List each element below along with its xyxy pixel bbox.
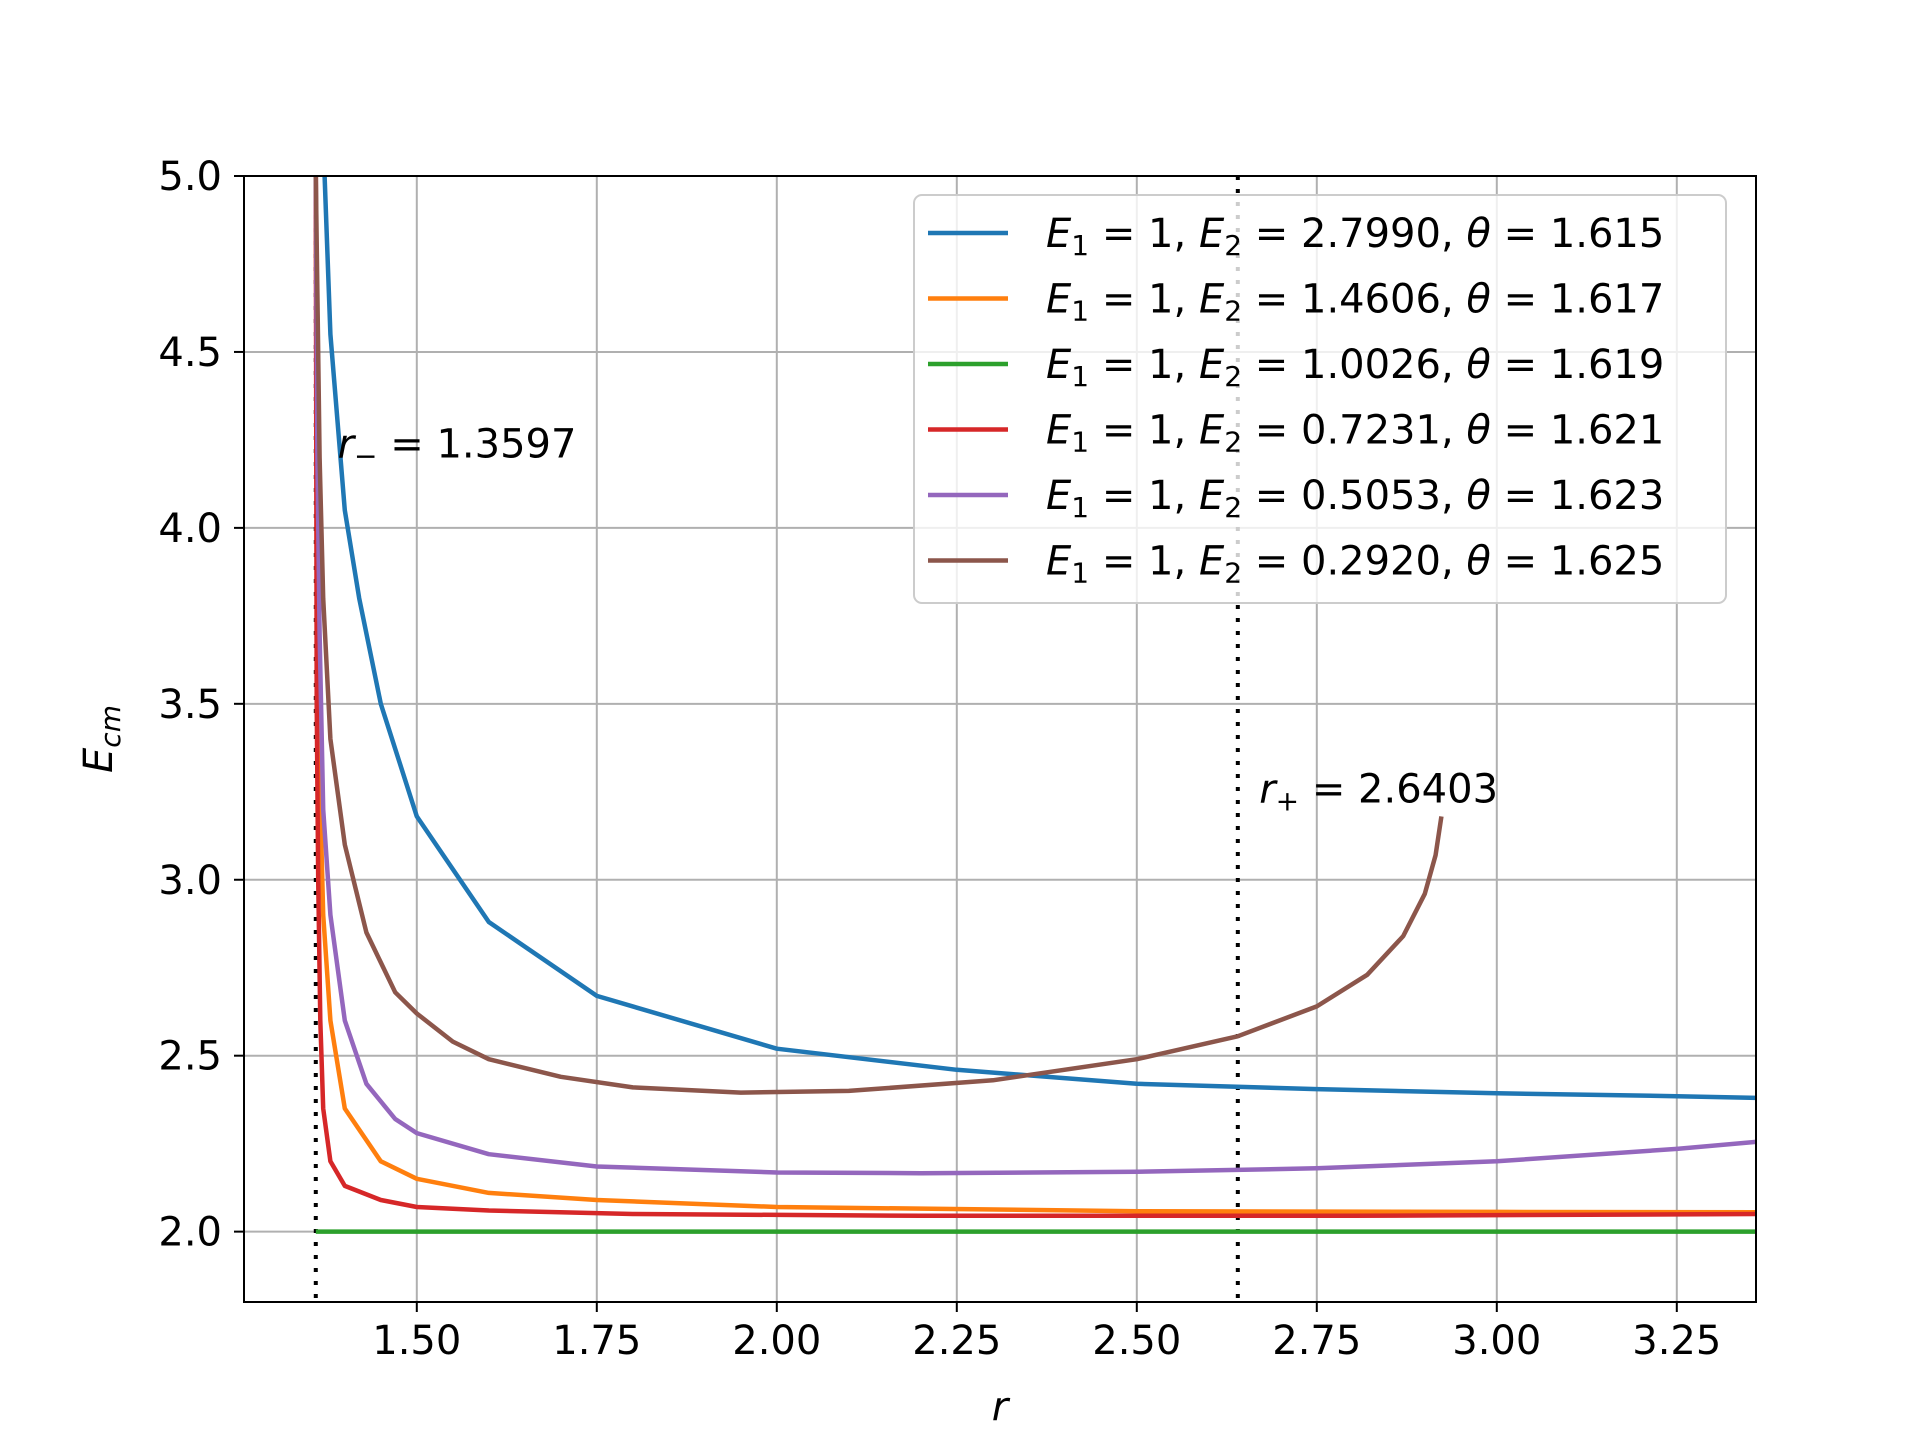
axis-ticks: 1.50 1.75 2.00 2.25 2.50 2.75 3.00 3.25 2.0 2.5 3.… bbox=[158, 154, 1721, 1364]
series-line-1 bbox=[322, 176, 1756, 1101]
legend-label-1: E1 = 1, E2 = 2.7990, θ = 1.615 bbox=[1046, 211, 1664, 262]
x-tick-label: 2.50 bbox=[1092, 1318, 1181, 1364]
x-tick-label: 1.75 bbox=[552, 1318, 641, 1364]
series-line-6 bbox=[313, 176, 1444, 1095]
y-tick-label: 4.5 bbox=[158, 330, 222, 376]
legend-label-6: E1 = 1, E2 = 0.2920, θ = 1.625 bbox=[1046, 539, 1664, 590]
y-tick-label: 5.0 bbox=[158, 154, 222, 200]
legend: E1 = 1, E2 = 2.7990, θ = 1.615 E1 = 1, E2… bbox=[913, 194, 1727, 604]
y-axis-label: Ecm bbox=[76, 705, 127, 773]
annotations: r− = 1.3597 r+ = 2.6403 bbox=[338, 422, 1498, 818]
y-tick-label: 3.5 bbox=[158, 682, 222, 728]
x-tick-label: 3.00 bbox=[1452, 1318, 1541, 1364]
y-tick-label: 2.0 bbox=[158, 1210, 222, 1256]
legend-label-5: E1 = 1, E2 = 0.5053, θ = 1.623 bbox=[1046, 473, 1664, 524]
x-tick-label: 2.25 bbox=[912, 1318, 1001, 1364]
series-line-2 bbox=[313, 176, 1756, 1215]
x-tick-label: 3.25 bbox=[1632, 1318, 1721, 1364]
x-tick-label: 2.00 bbox=[732, 1318, 821, 1364]
legend-box bbox=[913, 194, 1727, 604]
legend-label-2: E1 = 1, E2 = 1.4606, θ = 1.617 bbox=[1046, 277, 1664, 328]
x-tick-label: 1.50 bbox=[372, 1318, 461, 1364]
plot-area bbox=[313, 176, 1756, 1234]
axes-frame bbox=[243, 175, 1757, 1303]
x-tick-label: 2.75 bbox=[1272, 1318, 1361, 1364]
x-axis-label: r bbox=[992, 1384, 1011, 1430]
legend-label-3: E1 = 1, E2 = 1.0026, θ = 1.619 bbox=[1046, 342, 1664, 393]
series-line-5 bbox=[313, 176, 1756, 1176]
legend-label-4: E1 = 1, E2 = 0.7231, θ = 1.621 bbox=[1046, 408, 1664, 459]
series-line-4 bbox=[313, 176, 1756, 1219]
y-tick-label: 4.0 bbox=[158, 506, 222, 552]
y-tick-label: 2.5 bbox=[158, 1034, 222, 1080]
r-minus-label: r− = 1.3597 bbox=[338, 422, 577, 473]
r-plus-label: r+ = 2.6403 bbox=[1259, 766, 1498, 817]
y-tick-label: 3.0 bbox=[158, 858, 222, 904]
